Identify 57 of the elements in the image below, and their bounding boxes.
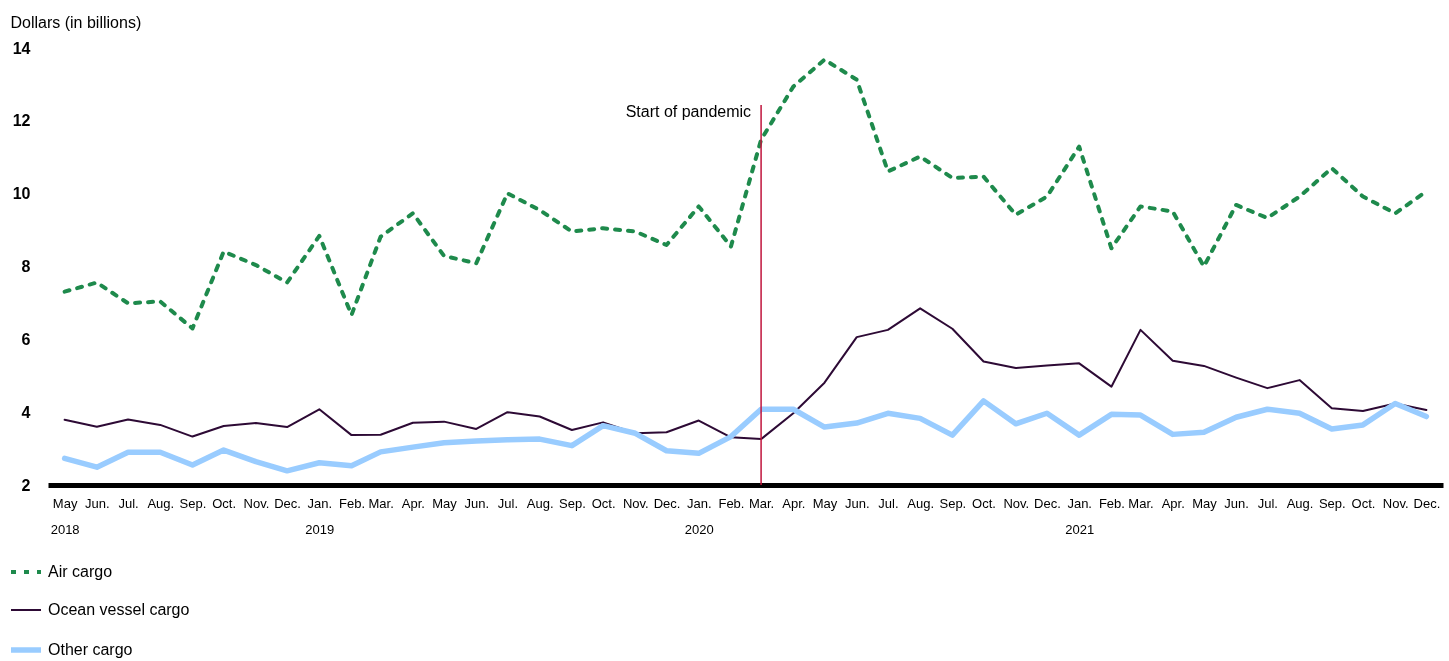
- x-tick-label: Feb.: [718, 495, 745, 511]
- x-tick-label: Sep.: [1318, 495, 1346, 511]
- y-tick-label: 6: [21, 330, 31, 348]
- x-tick-label: Nov.: [1382, 495, 1409, 511]
- y-tick-label: 14: [12, 39, 31, 57]
- x-tick-label: Jan. 2020: [684, 495, 714, 537]
- x-tick-label: Feb.: [339, 495, 366, 511]
- x-tick-label: Dec.: [1413, 495, 1441, 511]
- x-tick-label: Aug.: [907, 495, 935, 511]
- x-tick-label: Nov.: [1003, 495, 1030, 511]
- x-tick-label: Feb.: [1098, 495, 1125, 511]
- x-tick-label: Dec.: [274, 495, 301, 511]
- x-tick-label: Jul.: [497, 495, 519, 511]
- legend-label: Ocean vessel cargo: [48, 601, 190, 618]
- y-tick-label: 12: [12, 112, 31, 130]
- x-tick-label: Apr.: [401, 495, 425, 511]
- x-tick-label: Nov.: [622, 495, 649, 511]
- x-tick-label: Sep.: [179, 495, 207, 511]
- ref-line-label: Start of pandemic: [625, 103, 752, 120]
- x-tick-label: Jan. 2021: [1065, 495, 1095, 537]
- x-tick-label: Mar.: [1128, 495, 1154, 511]
- x-tick-label: Jun.: [85, 495, 110, 511]
- x-tick-label: Jul.: [118, 495, 139, 511]
- x-tick-label: Jul.: [878, 495, 899, 511]
- legend-label: Other cargo: [48, 641, 133, 658]
- x-tick-label: May: [812, 495, 838, 511]
- x-tick-label: Oct.: [1351, 495, 1376, 511]
- x-tick-label: Dec.: [653, 495, 681, 511]
- y-tick-label: 8: [21, 258, 31, 275]
- x-tick-label: Apr.: [782, 495, 806, 511]
- x-tick-label: Sep.: [939, 495, 967, 511]
- y-tick-label: 2: [21, 476, 31, 494]
- x-tick-label: Jun.: [1224, 495, 1249, 511]
- x-tick-label: Oct.: [591, 495, 616, 511]
- x-tick-label: May: [1192, 495, 1218, 511]
- x-tick-label: Oct.: [212, 495, 237, 511]
- x-tick-label: Jun.: [464, 495, 490, 511]
- x-tick-label: Apr.: [1161, 495, 1185, 511]
- x-tick-label: Oct.: [972, 495, 996, 511]
- line-series: [63, 307, 1428, 441]
- x-tick-label: Jun.: [844, 495, 870, 511]
- x-tick-label: May 2018: [50, 495, 80, 537]
- legend-label: Air cargo: [48, 563, 113, 580]
- y-tick-label: 10: [12, 185, 31, 203]
- x-tick-label: Aug.: [147, 495, 175, 511]
- x-tick-label: Sep.: [559, 495, 586, 511]
- y-axis-title: Dollars (in billions): [10, 13, 142, 31]
- x-tick-label: Dec.: [1034, 495, 1061, 511]
- x-tick-label: Aug.: [526, 495, 554, 511]
- x-tick-label: Jul.: [1257, 495, 1278, 511]
- x-tick-label: Nov.: [243, 495, 270, 511]
- x-tick-label: May: [432, 495, 458, 511]
- x-tick-label: Mar.: [368, 495, 394, 511]
- x-tick-label: Mar.: [748, 495, 775, 511]
- x-tick-label: Aug.: [1286, 495, 1314, 511]
- x-tick-label: Jan. 2019: [305, 495, 335, 537]
- y-tick-label: 4: [21, 403, 31, 421]
